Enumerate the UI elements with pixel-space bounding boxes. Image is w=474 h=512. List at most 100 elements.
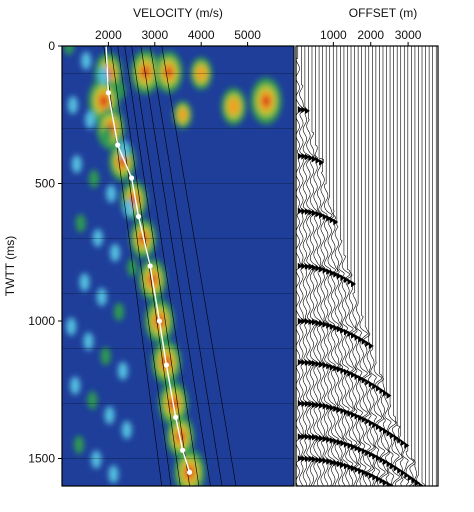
trace-fill (379, 456, 385, 464)
seismic-trace (324, 46, 333, 486)
trace-fill (301, 433, 307, 440)
seismic-trace (377, 46, 386, 486)
trace-fill (315, 319, 321, 327)
trace-fill (329, 437, 335, 444)
trace-fill (390, 432, 396, 439)
trace-fill (390, 483, 395, 486)
trace-fill (351, 332, 357, 339)
trace-fill (304, 359, 310, 366)
trace-fill (322, 457, 328, 465)
semblance-noise (117, 361, 128, 380)
seismic-trace (413, 46, 418, 486)
trace-fill (358, 446, 364, 453)
trace-fill (390, 462, 396, 470)
seismic-trace (306, 46, 315, 486)
semblance-noise (98, 66, 109, 85)
twtt-tick-label: 500 (35, 177, 55, 191)
velocity-tick-label: 2000 (95, 28, 122, 42)
trace-fill (415, 499, 420, 506)
trace-fill (304, 400, 310, 408)
seismic-trace (370, 46, 377, 486)
twtt-tick-label: 1000 (28, 314, 55, 328)
semblance-noise (85, 110, 96, 129)
pick-point (147, 263, 153, 269)
trace-fill (404, 492, 409, 499)
trace-fill (354, 334, 360, 341)
semblance-frame (61, 45, 295, 487)
trace-fill (343, 462, 349, 470)
semblance-noise (88, 169, 99, 188)
trace-fill (304, 107, 310, 115)
trace-fill (319, 402, 325, 409)
trace-fill (311, 401, 317, 408)
offset-tick-label: 2000 (357, 28, 384, 42)
trace-fill (361, 469, 367, 476)
trace-fill (340, 461, 346, 469)
trace-fill (304, 318, 310, 325)
trace-fill (297, 262, 303, 270)
trace-fill (418, 502, 423, 509)
semblance-peak (178, 108, 187, 122)
trace-fill (308, 400, 314, 408)
trace-fill (308, 455, 314, 463)
trace-fill (386, 429, 392, 437)
gather-traces (296, 46, 437, 509)
trace-fill (375, 385, 381, 392)
trace-fill (315, 265, 321, 272)
trace-fill (315, 157, 321, 164)
trace-fill (347, 410, 353, 417)
trace-fill (326, 215, 332, 222)
semblance-noise (121, 420, 132, 439)
trace-fill (326, 268, 332, 275)
trace-fill (336, 460, 342, 468)
semblance-peak (165, 67, 172, 77)
seismic-trace (402, 46, 410, 486)
trace-fill (336, 325, 342, 333)
trace-fill (329, 458, 335, 466)
trace-fill (308, 359, 314, 367)
velocity-tick-label: 4000 (188, 28, 215, 42)
velocity-axis-ticks: 2000 3000 4000 5000 (95, 28, 261, 46)
trace-fill (308, 318, 314, 326)
twtt-axis-ticks: 0 500 1000 1500 (28, 39, 62, 466)
seismic-trace (320, 46, 328, 486)
trace-fill (361, 338, 367, 345)
trace-fill (297, 358, 303, 366)
trace-fill (329, 269, 335, 277)
trace-fill (408, 494, 413, 501)
trace-fill (379, 477, 385, 485)
seismic-trace (309, 46, 319, 486)
trace-fill (340, 274, 346, 282)
offset-tick-label: 1000 (320, 28, 347, 42)
trace-fill (358, 336, 364, 343)
semblance-noise (67, 96, 78, 115)
trace-fill (319, 361, 325, 368)
trace-fill (365, 470, 371, 478)
trace-fill (397, 467, 403, 474)
trace-fill (400, 439, 406, 447)
semblance-noise (113, 302, 124, 321)
trace-fill (407, 474, 413, 481)
trace-fill (326, 436, 332, 443)
trace-fill (382, 427, 388, 435)
trace-fill (301, 455, 307, 462)
trace-fill (311, 434, 317, 441)
trace-fill (351, 411, 357, 419)
semblance-noise (106, 184, 117, 203)
trace-fill (297, 106, 303, 113)
trace-fill (311, 360, 317, 367)
trace-fill (375, 475, 381, 483)
trace-fill (375, 454, 381, 462)
trace-fill (297, 317, 303, 325)
twtt-tick-label: 1500 (28, 452, 55, 466)
trace-fill (372, 382, 378, 390)
trace-fill (361, 447, 367, 455)
semblance-noise (100, 347, 111, 366)
velocity-guide (124, 46, 190, 486)
seismic-trace (409, 46, 416, 486)
trace-fill (304, 455, 310, 463)
seismic-trace (359, 46, 368, 486)
semblance-noise (108, 465, 119, 484)
pick-point (105, 90, 111, 96)
semblance-noise (75, 214, 86, 233)
